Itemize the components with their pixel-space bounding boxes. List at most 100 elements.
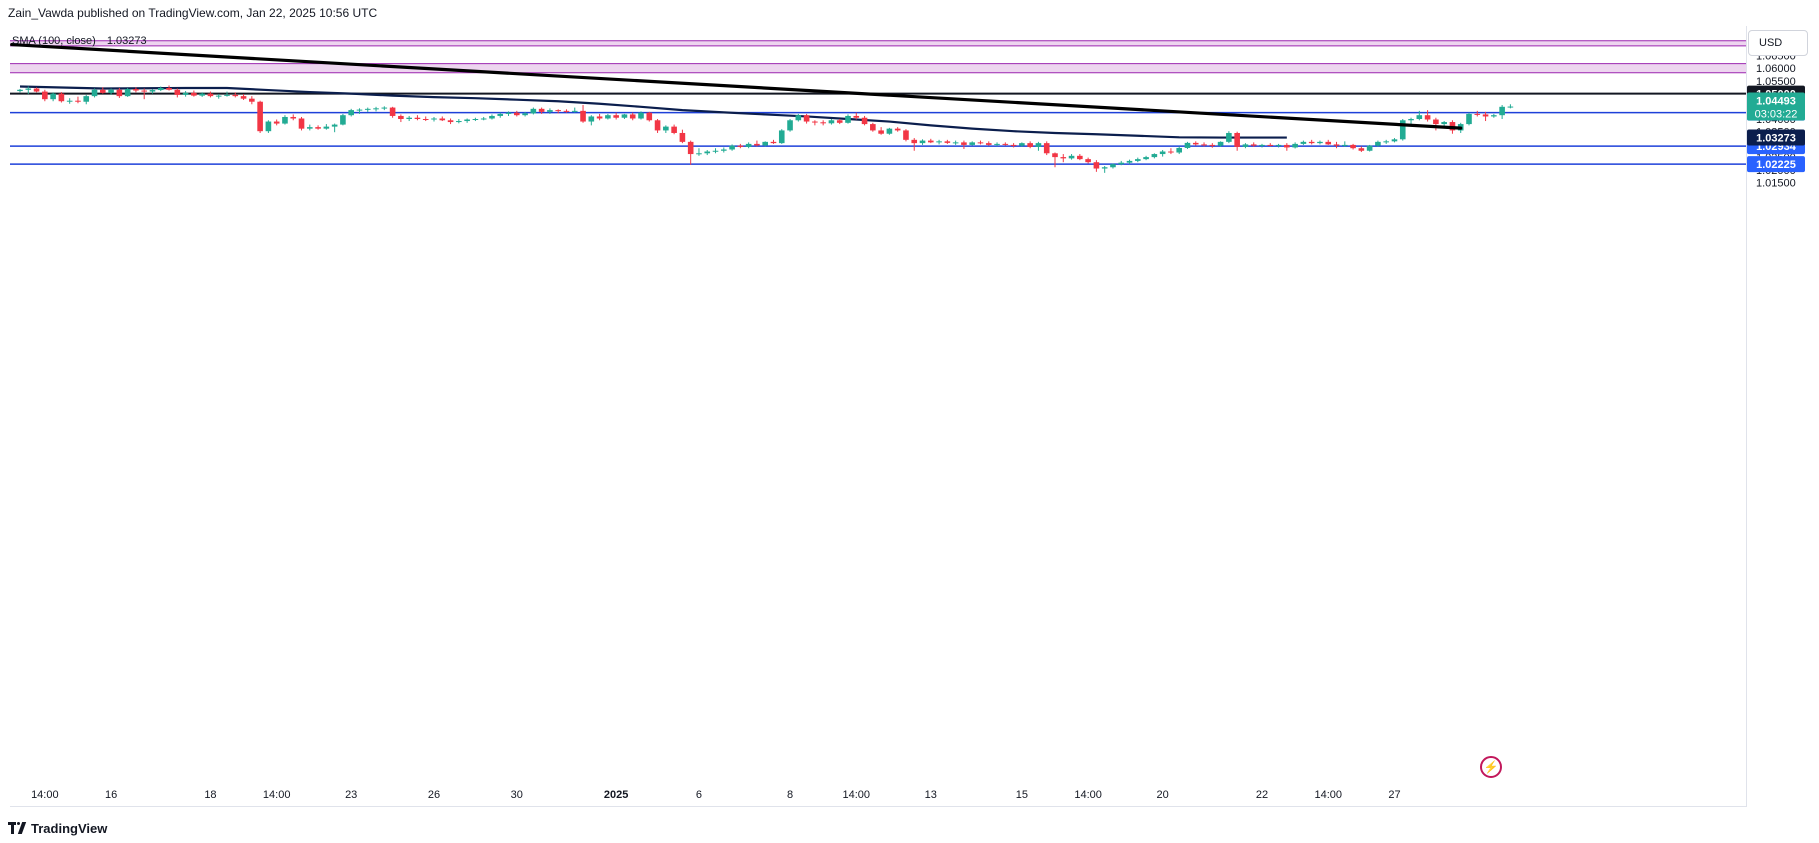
candle[interactable] bbox=[157, 86, 164, 92]
candle[interactable] bbox=[1027, 141, 1033, 149]
candle[interactable] bbox=[1408, 117, 1414, 125]
candle[interactable] bbox=[538, 107, 545, 114]
candle[interactable] bbox=[944, 139, 951, 144]
candle[interactable] bbox=[191, 90, 197, 97]
candle[interactable] bbox=[315, 125, 321, 130]
candle[interactable] bbox=[1010, 143, 1017, 148]
candle[interactable] bbox=[961, 140, 967, 149]
candle[interactable] bbox=[1267, 143, 1274, 147]
candle[interactable] bbox=[398, 114, 404, 123]
candle[interactable] bbox=[356, 108, 363, 114]
candle[interactable] bbox=[174, 88, 181, 98]
candle[interactable] bbox=[1292, 142, 1298, 149]
candle[interactable] bbox=[199, 92, 205, 97]
candle[interactable] bbox=[100, 87, 106, 94]
candle[interactable] bbox=[580, 105, 586, 123]
candle[interactable] bbox=[778, 129, 785, 144]
candle[interactable] bbox=[273, 119, 280, 126]
candle[interactable] bbox=[91, 88, 98, 98]
candle[interactable] bbox=[928, 138, 934, 144]
candle[interactable] bbox=[886, 127, 893, 135]
candle[interactable] bbox=[754, 140, 760, 147]
candle[interactable] bbox=[613, 112, 619, 120]
candle[interactable] bbox=[1424, 110, 1431, 122]
candle[interactable] bbox=[257, 100, 263, 133]
candle[interactable] bbox=[389, 106, 396, 118]
candle[interactable] bbox=[1019, 142, 1025, 147]
candle[interactable] bbox=[646, 111, 653, 122]
candle[interactable] bbox=[671, 124, 677, 135]
candle[interactable] bbox=[472, 117, 479, 122]
candle[interactable] bbox=[514, 110, 520, 117]
candle[interactable] bbox=[282, 115, 288, 125]
candle[interactable] bbox=[447, 118, 454, 125]
candle[interactable] bbox=[571, 107, 578, 113]
candle[interactable] bbox=[1234, 131, 1240, 151]
candle[interactable] bbox=[497, 112, 504, 118]
candle[interactable] bbox=[25, 86, 32, 95]
candle[interactable] bbox=[431, 116, 437, 122]
candle[interactable] bbox=[721, 147, 727, 153]
candle[interactable] bbox=[596, 113, 603, 121]
candle[interactable] bbox=[555, 109, 561, 114]
candle[interactable] bbox=[1176, 146, 1182, 155]
candle[interactable] bbox=[1342, 141, 1348, 147]
sma-badge[interactable] bbox=[1747, 129, 1805, 146]
candle[interactable] bbox=[969, 141, 975, 146]
candle[interactable] bbox=[83, 94, 90, 105]
candle[interactable] bbox=[456, 119, 462, 124]
candle[interactable] bbox=[679, 129, 686, 144]
candle[interactable] bbox=[853, 112, 860, 120]
candle[interactable] bbox=[141, 88, 147, 100]
candle[interactable] bbox=[870, 122, 876, 132]
candle[interactable] bbox=[17, 89, 23, 93]
candle[interactable] bbox=[1366, 144, 1373, 152]
candle[interactable] bbox=[108, 88, 114, 95]
candle[interactable] bbox=[1491, 113, 1497, 118]
candle[interactable] bbox=[1168, 148, 1174, 155]
plot-area[interactable] bbox=[10, 26, 1747, 807]
candle[interactable] bbox=[1308, 139, 1315, 145]
candle[interactable] bbox=[1325, 139, 1332, 145]
candle[interactable] bbox=[33, 87, 40, 93]
sma-line[interactable] bbox=[19, 85, 1287, 139]
candle[interactable] bbox=[1474, 110, 1481, 117]
candle[interactable] bbox=[1101, 165, 1108, 173]
candle[interactable] bbox=[1259, 143, 1265, 148]
candle[interactable] bbox=[50, 92, 56, 102]
candle[interactable] bbox=[505, 111, 512, 116]
candle[interactable] bbox=[1333, 141, 1340, 149]
candle[interactable] bbox=[1035, 141, 1042, 151]
candle[interactable] bbox=[1002, 142, 1009, 146]
candle[interactable] bbox=[878, 127, 884, 135]
candle[interactable] bbox=[522, 111, 528, 117]
candle[interactable] bbox=[977, 140, 984, 145]
supply-zone[interactable] bbox=[10, 63, 1746, 73]
candle[interactable] bbox=[729, 144, 735, 151]
candle[interactable] bbox=[911, 138, 918, 151]
indicator-legend[interactable]: SMA (100, close) 1.03273 bbox=[12, 35, 147, 47]
candle[interactable] bbox=[406, 115, 412, 122]
candle[interactable] bbox=[712, 148, 719, 154]
candle[interactable] bbox=[903, 129, 909, 142]
candle[interactable] bbox=[1143, 155, 1149, 161]
candle[interactable] bbox=[1275, 143, 1282, 148]
candle[interactable] bbox=[696, 148, 702, 156]
candle[interactable] bbox=[166, 85, 172, 91]
candle[interactable] bbox=[737, 143, 744, 149]
trendline[interactable] bbox=[10, 42, 1463, 130]
candle[interactable] bbox=[1433, 117, 1439, 131]
candle[interactable] bbox=[663, 125, 669, 133]
candle[interactable] bbox=[762, 141, 768, 147]
candle[interactable] bbox=[1110, 163, 1116, 169]
candle[interactable] bbox=[1118, 160, 1125, 166]
candle[interactable] bbox=[75, 96, 81, 104]
candle[interactable] bbox=[1192, 141, 1199, 146]
candle[interactable] bbox=[1300, 140, 1307, 145]
candle[interactable] bbox=[605, 113, 611, 120]
candle[interactable] bbox=[795, 113, 802, 122]
candle[interactable] bbox=[116, 88, 123, 98]
candle[interactable] bbox=[563, 109, 570, 113]
candle[interactable] bbox=[240, 94, 247, 100]
supply-zone[interactable] bbox=[10, 40, 1746, 46]
